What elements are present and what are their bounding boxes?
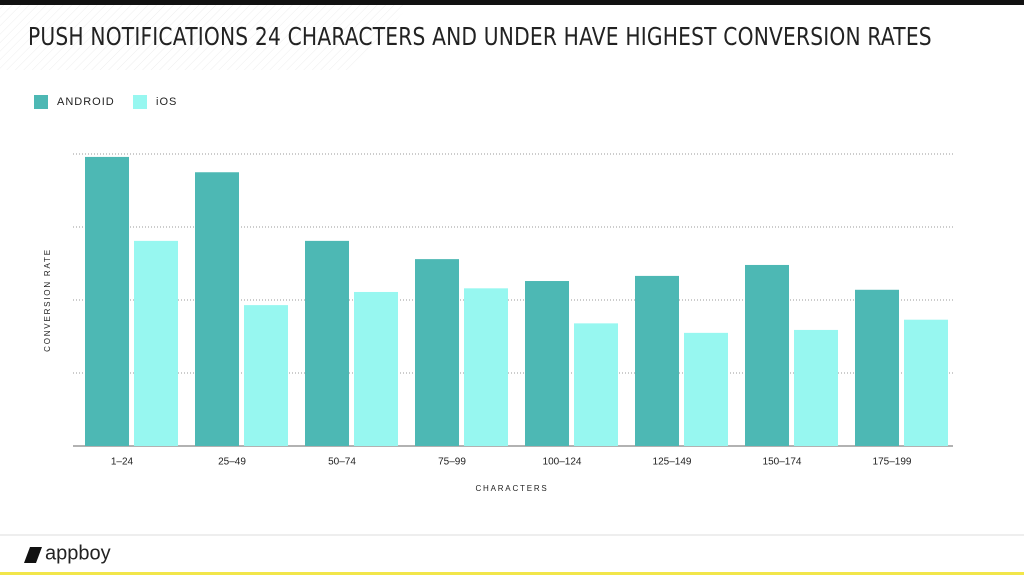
bottom-bar — [0, 572, 1024, 575]
bar — [745, 264, 789, 446]
bar — [855, 289, 899, 446]
legend-label: ANDROID — [57, 96, 115, 108]
x-tick-label: 1–24 — [111, 457, 134, 468]
x-tick-label: 150–174 — [763, 457, 802, 468]
logo: appboy — [45, 542, 111, 564]
bar — [134, 240, 178, 446]
bar — [574, 323, 618, 446]
bar — [244, 305, 288, 446]
x-tick-label: 75–99 — [438, 457, 466, 468]
bar — [635, 275, 679, 446]
x-tick-label: 125–149 — [653, 457, 692, 468]
x-tick-label: 50–74 — [328, 457, 356, 468]
logo-mark — [24, 547, 42, 563]
bar — [464, 288, 508, 446]
legend-label: iOS — [156, 96, 177, 108]
bar — [305, 240, 349, 446]
legend-swatch — [34, 95, 48, 109]
x-tick-label: 100–124 — [543, 457, 582, 468]
bar — [85, 156, 129, 447]
bar — [354, 291, 398, 446]
y-axis-label: CONVERSION RATE — [43, 248, 52, 352]
x-tick-label: 175–199 — [873, 457, 912, 468]
bar — [684, 332, 728, 446]
chart-title: PUSH NOTIFICATIONS 24 CHARACTERS AND UND… — [28, 23, 932, 52]
hatch-decoration — [0, 5, 410, 70]
x-axis-label: CHARACTERS — [475, 484, 548, 493]
bar — [904, 319, 948, 446]
x-tick-label: 25–49 — [218, 457, 246, 468]
bar — [415, 259, 459, 446]
legend-swatch — [133, 95, 147, 109]
bar — [525, 281, 569, 446]
top-bar — [0, 0, 1024, 5]
bar — [794, 329, 838, 446]
bar — [195, 172, 239, 446]
